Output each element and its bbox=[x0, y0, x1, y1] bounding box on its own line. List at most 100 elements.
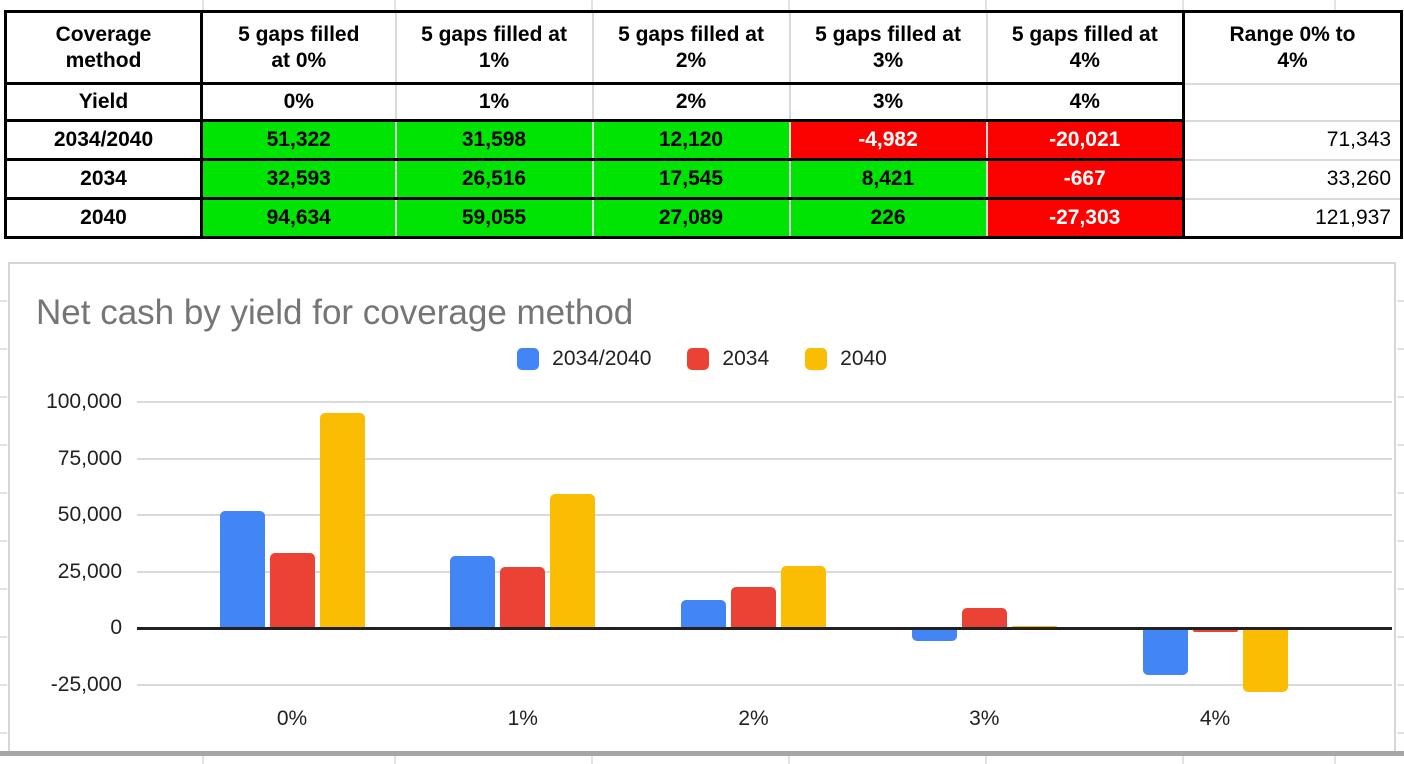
legend-label: 2034/2040 bbox=[552, 347, 652, 370]
sheet-row-border bbox=[0, 540, 7, 542]
cell-yield-2[interactable]: 2% bbox=[591, 83, 790, 122]
chart-bar-2040-4pct[interactable] bbox=[1242, 630, 1288, 692]
cell-value[interactable]: 31,598 bbox=[394, 120, 593, 161]
chart-bar-2034-0pct[interactable] bbox=[269, 553, 315, 627]
coverage-table: Coverage method 5 gaps filled at 0% 5 gaps… bbox=[4, 10, 1403, 239]
cell-value[interactable]: 32,593 bbox=[200, 159, 396, 200]
sheet-column-border bbox=[1334, 756, 1336, 764]
gridline bbox=[137, 571, 1392, 573]
chart-bar-2034-2040-2pct[interactable] bbox=[681, 600, 726, 627]
sheet-row-border bbox=[1397, 300, 1404, 302]
chart-bar-2040-0pct[interactable] bbox=[319, 413, 365, 627]
sheet-column-border bbox=[788, 0, 790, 10]
cell-yield-range[interactable] bbox=[1182, 83, 1402, 122]
cell-yield-4[interactable]: 4% bbox=[985, 83, 1184, 122]
gridline bbox=[137, 458, 1392, 460]
y-axis-tick-label: 25,000 bbox=[57, 560, 122, 583]
cell-value[interactable]: 226 bbox=[788, 198, 987, 239]
chart-bar-2034-3pct[interactable] bbox=[961, 608, 1007, 627]
chart-bar-2040-1pct[interactable] bbox=[550, 494, 596, 627]
sheet-row-border bbox=[1397, 636, 1404, 638]
gridline bbox=[137, 684, 1392, 686]
sheet-column-border bbox=[202, 756, 204, 764]
chart-bar-2034-2040-4pct[interactable] bbox=[1142, 630, 1188, 675]
sheet-row-border bbox=[0, 300, 7, 302]
cell-value[interactable]: -27,303 bbox=[985, 198, 1184, 239]
sheet-column-border bbox=[788, 756, 790, 764]
chart-bar-2040-3pct[interactable] bbox=[1011, 626, 1057, 627]
cell-yield-0[interactable]: 0% bbox=[200, 83, 396, 122]
chart-bar-2034-2pct[interactable] bbox=[731, 587, 776, 627]
legend-label: 2034 bbox=[722, 347, 770, 370]
cell-value[interactable]: -667 bbox=[985, 159, 1184, 200]
y-axis-tick-label: 50,000 bbox=[57, 503, 122, 526]
sheet-row-border bbox=[0, 444, 7, 446]
chart-bar-2034-4pct[interactable] bbox=[1192, 630, 1238, 632]
sheet-column-border bbox=[985, 0, 987, 10]
table-yield-row: Yield 0% 1% 2% 3% 4% bbox=[5, 83, 1402, 122]
chart-bar-2034-2040-3pct[interactable] bbox=[911, 630, 957, 641]
gridline bbox=[137, 401, 1392, 403]
sheet-row-border bbox=[0, 636, 7, 638]
sheet-row-border bbox=[0, 732, 7, 734]
table-row: 2034/2040 51,322 31,598 12,120 -4,982 -20,021… bbox=[5, 120, 1402, 161]
sheet-row-border bbox=[0, 588, 7, 590]
sheet-row-border bbox=[1397, 540, 1404, 542]
cell-value[interactable]: 26,516 bbox=[394, 159, 593, 200]
cell-value[interactable]: -20,021 bbox=[985, 120, 1184, 161]
cell-value[interactable]: 17,545 bbox=[591, 159, 790, 200]
zero-axis-line bbox=[137, 627, 1392, 630]
chart-bar-2040-2pct[interactable] bbox=[781, 566, 826, 627]
cell-value[interactable]: -4,982 bbox=[788, 120, 987, 161]
sheet-column-border bbox=[1182, 0, 1184, 10]
cell-range-value[interactable]: 33,260 bbox=[1182, 159, 1402, 200]
sheet-row-border bbox=[0, 396, 7, 398]
net-cash-chart[interactable]: Net cash by yield for coverage method 20… bbox=[8, 262, 1396, 753]
legend-item-2034[interactable]: 2034 bbox=[687, 347, 769, 371]
cell-value[interactable]: 8,421 bbox=[788, 159, 987, 200]
sheet-row-border bbox=[1397, 588, 1404, 590]
sheet-column-border bbox=[591, 0, 593, 10]
table-row: 2034 32,593 26,516 17,545 8,421 -667 33,260 bbox=[5, 159, 1402, 200]
cell-range-value[interactable]: 121,937 bbox=[1182, 198, 1402, 239]
x-axis-tick-label: 4% bbox=[1199, 707, 1231, 730]
sheet-row-border bbox=[1397, 492, 1404, 494]
sheet-row-border bbox=[0, 492, 7, 494]
cell-row-label[interactable]: 2034/2040 bbox=[5, 120, 203, 161]
cell-value[interactable]: 12,120 bbox=[591, 120, 790, 161]
chart-legend: 2034/2040 2034 2040 bbox=[10, 347, 1394, 371]
cell-range-header[interactable]: Range 0% to 4% bbox=[1182, 11, 1402, 85]
legend-item-2034-2040[interactable]: 2034/2040 bbox=[517, 347, 651, 371]
legend-swatch-icon bbox=[805, 348, 828, 370]
cell-gap-header-0[interactable]: 5 gaps filled at 0% bbox=[200, 11, 396, 85]
cell-row-label[interactable]: 2034 bbox=[5, 159, 203, 200]
cell-gap-header-2[interactable]: 5 gaps filled at 2% bbox=[591, 11, 790, 85]
chart-bar-2034-1pct[interactable] bbox=[500, 567, 546, 627]
cell-yield-1[interactable]: 1% bbox=[394, 83, 593, 122]
x-axis-tick-label: 2% bbox=[738, 707, 769, 730]
cell-yield-label[interactable]: Yield bbox=[5, 83, 203, 122]
cell-gap-header-3[interactable]: 5 gaps filled at 3% bbox=[788, 11, 987, 85]
sheet-row-border bbox=[1397, 684, 1404, 686]
cell-coverage-method[interactable]: Coverage method bbox=[5, 11, 203, 85]
sheet-row-border bbox=[0, 684, 7, 686]
legend-swatch-icon bbox=[517, 348, 540, 370]
sheet-row-border bbox=[1397, 348, 1404, 350]
cell-value[interactable]: 51,322 bbox=[200, 120, 396, 161]
x-axis-tick-label: 3% bbox=[969, 707, 1000, 730]
y-axis-tick-label: 75,000 bbox=[57, 447, 122, 470]
cell-gap-header-1[interactable]: 5 gaps filled at 1% bbox=[394, 11, 593, 85]
cell-value[interactable]: 59,055 bbox=[394, 198, 593, 239]
chart-bar-2034-2040-0pct[interactable] bbox=[219, 511, 265, 627]
cell-row-label[interactable]: 2040 bbox=[5, 198, 203, 239]
x-axis-tick-label: 0% bbox=[276, 707, 308, 730]
y-axis-tick-label: 100,000 bbox=[46, 390, 122, 413]
cell-gap-header-4[interactable]: 5 gaps filled at 4% bbox=[985, 11, 1184, 85]
cell-value[interactable]: 27,089 bbox=[591, 198, 790, 239]
cell-yield-3[interactable]: 3% bbox=[788, 83, 987, 122]
chart-bar-2034-2040-1pct[interactable] bbox=[450, 556, 496, 627]
table-row: 2040 94,634 59,055 27,089 226 -27,303 121,937 bbox=[5, 198, 1402, 239]
cell-range-value[interactable]: 71,343 bbox=[1182, 120, 1402, 161]
cell-value[interactable]: 94,634 bbox=[200, 198, 396, 239]
legend-item-2040[interactable]: 2040 bbox=[805, 347, 887, 371]
